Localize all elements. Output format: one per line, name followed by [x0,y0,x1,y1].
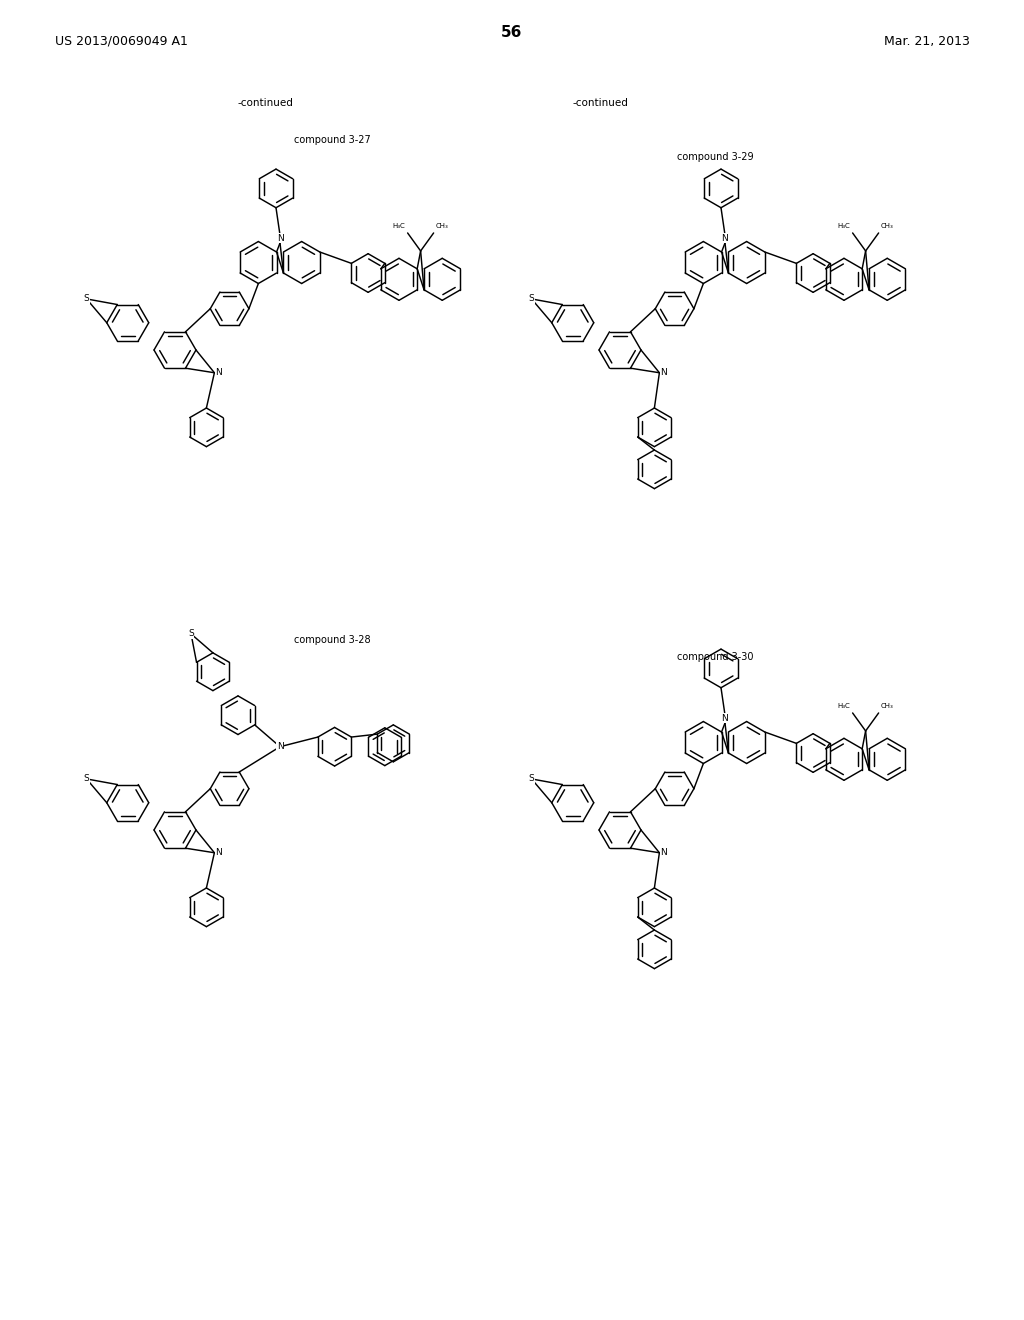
Text: US 2013/0069049 A1: US 2013/0069049 A1 [55,36,187,48]
Text: N: N [276,742,284,751]
Text: N: N [215,368,222,378]
Text: S: S [528,294,535,304]
Text: N: N [276,234,284,243]
Text: N: N [722,234,728,243]
Text: S: S [188,630,194,639]
Text: N: N [215,849,222,857]
Text: -continued: -continued [572,98,628,108]
Text: H₃C: H₃C [838,223,851,228]
Text: compound 3-27: compound 3-27 [294,135,371,145]
Text: compound 3-29: compound 3-29 [677,152,754,162]
Text: -continued: -continued [238,98,293,108]
Text: compound 3-28: compound 3-28 [294,635,371,645]
Text: S: S [84,775,89,784]
Text: N: N [660,368,667,378]
Text: compound 3-30: compound 3-30 [677,652,754,663]
Text: CH₃: CH₃ [881,223,893,228]
Text: H₃C: H₃C [393,223,406,228]
Text: S: S [528,775,535,784]
Text: CH₃: CH₃ [435,223,449,228]
Text: N: N [660,849,667,857]
Text: 56: 56 [502,25,522,40]
Text: H₃C: H₃C [838,704,851,709]
Text: Mar. 21, 2013: Mar. 21, 2013 [884,36,970,48]
Text: CH₃: CH₃ [881,704,893,709]
Text: S: S [84,294,89,304]
Text: N: N [722,714,728,722]
